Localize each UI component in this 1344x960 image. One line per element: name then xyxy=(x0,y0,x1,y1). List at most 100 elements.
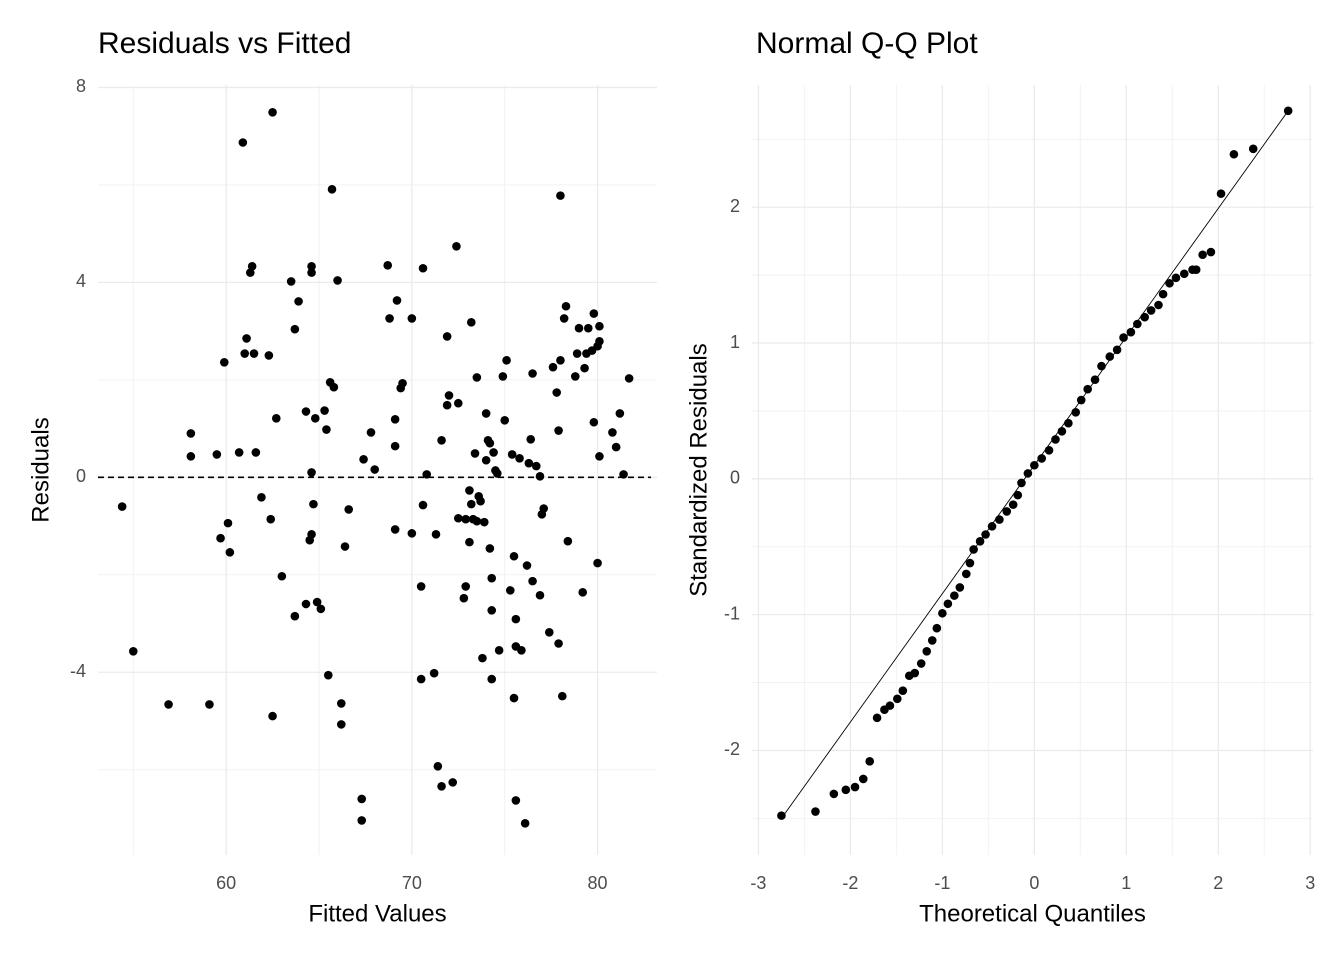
x-axis-title: Theoretical Quantiles xyxy=(919,900,1146,927)
point xyxy=(1158,289,1168,299)
x-tick-label: 2 xyxy=(1213,873,1223,893)
point xyxy=(1171,273,1181,283)
point xyxy=(390,525,400,534)
x-tick-label: 80 xyxy=(588,873,608,893)
point xyxy=(554,426,563,435)
point xyxy=(470,449,480,458)
point xyxy=(271,414,281,423)
point xyxy=(472,516,482,526)
point xyxy=(557,691,567,701)
point xyxy=(1126,327,1136,337)
point xyxy=(487,674,497,684)
point xyxy=(219,357,229,367)
point xyxy=(323,670,333,680)
x-tick-label: 70 xyxy=(402,873,422,893)
point xyxy=(478,653,487,663)
point xyxy=(583,323,593,333)
point xyxy=(437,781,446,791)
point xyxy=(1283,106,1293,116)
point xyxy=(578,588,588,597)
point xyxy=(322,425,331,434)
x-tick-label: 60 xyxy=(216,873,236,893)
x-tick-label: 3 xyxy=(1305,873,1315,893)
point xyxy=(1216,189,1226,198)
point xyxy=(858,774,868,784)
point xyxy=(572,349,582,358)
panel: 60 70 80 -4 0 4 8 Residuals vs Fitted Fitted Val… xyxy=(27,27,657,927)
point xyxy=(563,536,573,546)
point xyxy=(487,573,497,583)
y-tick-label: 4 xyxy=(76,271,86,291)
point xyxy=(461,582,471,591)
point xyxy=(556,191,565,200)
point xyxy=(442,400,452,410)
point xyxy=(398,378,407,388)
point xyxy=(186,429,196,438)
point xyxy=(249,349,259,358)
point xyxy=(357,816,367,825)
point xyxy=(290,324,300,334)
point xyxy=(1051,435,1060,444)
chart-title: Normal Q-Q Plot xyxy=(756,27,978,60)
point xyxy=(307,268,316,277)
point xyxy=(987,522,997,531)
point xyxy=(528,369,537,378)
point xyxy=(539,504,549,513)
point xyxy=(294,297,303,306)
point xyxy=(619,470,628,479)
point xyxy=(448,778,458,787)
chart-title: Residuals vs Fitted xyxy=(98,27,351,60)
point xyxy=(392,296,402,305)
point xyxy=(336,699,346,708)
point xyxy=(580,363,589,373)
point xyxy=(595,321,604,331)
x-tick-label: -1 xyxy=(934,873,950,893)
point xyxy=(238,138,248,147)
point xyxy=(268,711,277,721)
point xyxy=(1057,426,1067,436)
point xyxy=(416,582,426,591)
point xyxy=(1090,375,1100,384)
point xyxy=(307,261,316,271)
point xyxy=(383,261,393,270)
point xyxy=(511,614,521,624)
point xyxy=(975,536,985,546)
point xyxy=(257,492,266,502)
point xyxy=(266,514,276,524)
point xyxy=(320,406,329,415)
point xyxy=(481,409,491,418)
point xyxy=(301,407,311,416)
point xyxy=(531,461,541,471)
x-tick-label: -3 xyxy=(750,873,766,893)
point xyxy=(481,455,491,465)
point xyxy=(922,646,932,656)
point xyxy=(357,794,367,804)
point xyxy=(472,373,482,382)
point xyxy=(366,428,376,437)
point xyxy=(850,782,860,792)
point xyxy=(1179,269,1189,279)
point xyxy=(290,611,300,621)
x-tick-label: 0 xyxy=(1029,873,1039,893)
point xyxy=(433,762,443,771)
point xyxy=(336,720,346,729)
point xyxy=(429,668,439,678)
point xyxy=(872,713,882,723)
y-tick-label: -4 xyxy=(70,661,86,681)
point xyxy=(927,636,937,645)
point xyxy=(559,314,569,323)
point xyxy=(452,242,461,251)
point xyxy=(885,701,895,710)
point xyxy=(556,356,565,365)
point xyxy=(916,659,926,668)
point xyxy=(1119,333,1128,342)
y-tick-label: 0 xyxy=(730,468,740,488)
point xyxy=(965,558,975,568)
point xyxy=(234,448,244,457)
point xyxy=(268,107,277,117)
point xyxy=(164,700,173,709)
point xyxy=(1133,319,1142,329)
point xyxy=(522,561,532,570)
point xyxy=(407,314,417,323)
